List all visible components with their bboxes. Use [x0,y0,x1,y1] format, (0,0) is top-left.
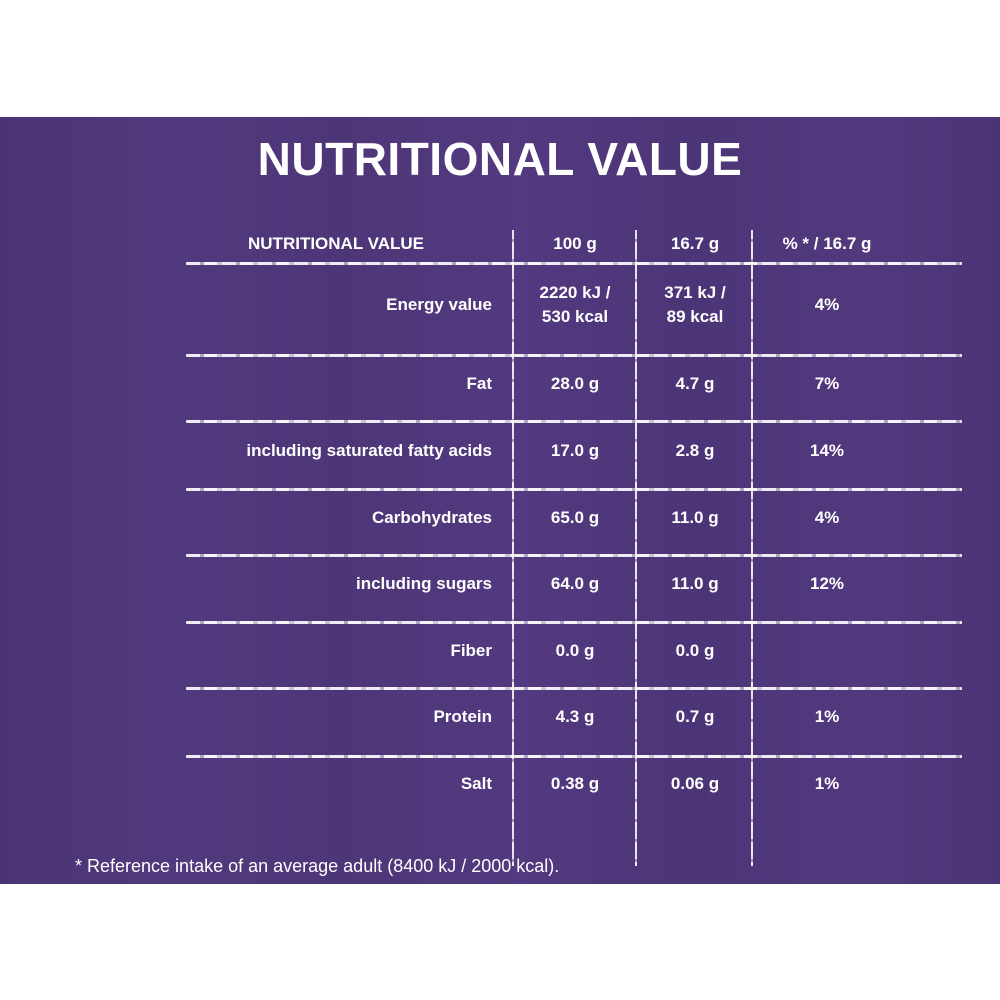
protein-per-100g: 4.3 g [555,707,595,726]
row-label-energy: Energy value [386,295,492,314]
energy-percent: 4% [814,295,840,314]
fat-per-portion: 4.7 g [675,374,715,393]
fat-per-100g: 28.0 g [550,374,600,393]
column-divider [751,230,753,866]
energy-per-100g-kcal: 530 kcal [541,307,609,326]
salt-per-portion: 0.06 g [670,774,720,793]
carbohydrates-percent: 4% [814,508,840,527]
fat-percent: 7% [814,374,840,393]
page-title: NUTRITIONAL VALUE [257,133,743,185]
row-divider [186,554,962,557]
saturated-fat-percent: 14% [809,441,845,460]
salt-percent: 1% [814,774,840,793]
energy-per-100g: 2220 kJ / 530 kcal [514,281,636,329]
fiber-per-portion: 0.0 g [675,641,715,660]
row-divider [186,420,962,423]
sugars-per-100g: 64.0 g [550,574,600,593]
saturated-fat-per-100g: 17.0 g [550,441,600,460]
row-label-fat: Fat [466,374,493,393]
protein-per-portion: 0.7 g [675,707,715,726]
reference-intake-footnote: * Reference intake of an average adult (… [75,856,560,876]
carbohydrates-per-100g: 65.0 g [550,508,600,527]
energy-per-portion-kcal: 89 kcal [666,307,724,326]
protein-percent: 1% [814,707,840,726]
table-header-percent: % * / 16.7 g [782,234,872,253]
table-header-per-portion: 16.7 g [670,234,720,253]
row-divider [186,262,962,265]
carbohydrates-per-portion: 11.0 g [671,508,719,527]
table-header-nutrient: NUTRITIONAL VALUE [248,234,424,253]
row-label-salt: Salt [460,774,492,793]
sugars-per-portion: 11.0 g [671,574,719,593]
sugars-percent: 12% [809,574,845,593]
fiber-per-100g: 0.0 g [555,641,595,660]
energy-per-portion-kj: 371 kJ / [664,283,726,302]
row-label-fiber: Fiber [450,641,492,660]
nutrition-panel: NUTRITIONAL VALUE NUTRITIONAL VALUE 100 … [0,117,1000,884]
salt-per-100g: 0.38 g [550,774,600,793]
row-divider [186,354,962,357]
column-divider [512,230,514,866]
row-divider [186,621,962,624]
row-divider [186,755,962,758]
row-label-saturated-fat: including saturated fatty acids [246,441,492,460]
saturated-fat-per-portion: 2.8 g [675,441,715,460]
column-divider [635,230,637,866]
energy-per-100g-kj: 2220 kJ / [539,283,611,302]
row-divider [186,687,962,690]
row-label-protein: Protein [433,707,492,726]
row-divider [186,488,962,491]
energy-per-portion: 371 kJ / 89 kcal [638,281,752,329]
row-label-carbohydrates: Carbohydrates [372,508,492,527]
row-label-sugars: including sugars [355,574,492,593]
table-header-per-100g: 100 g [553,234,597,253]
